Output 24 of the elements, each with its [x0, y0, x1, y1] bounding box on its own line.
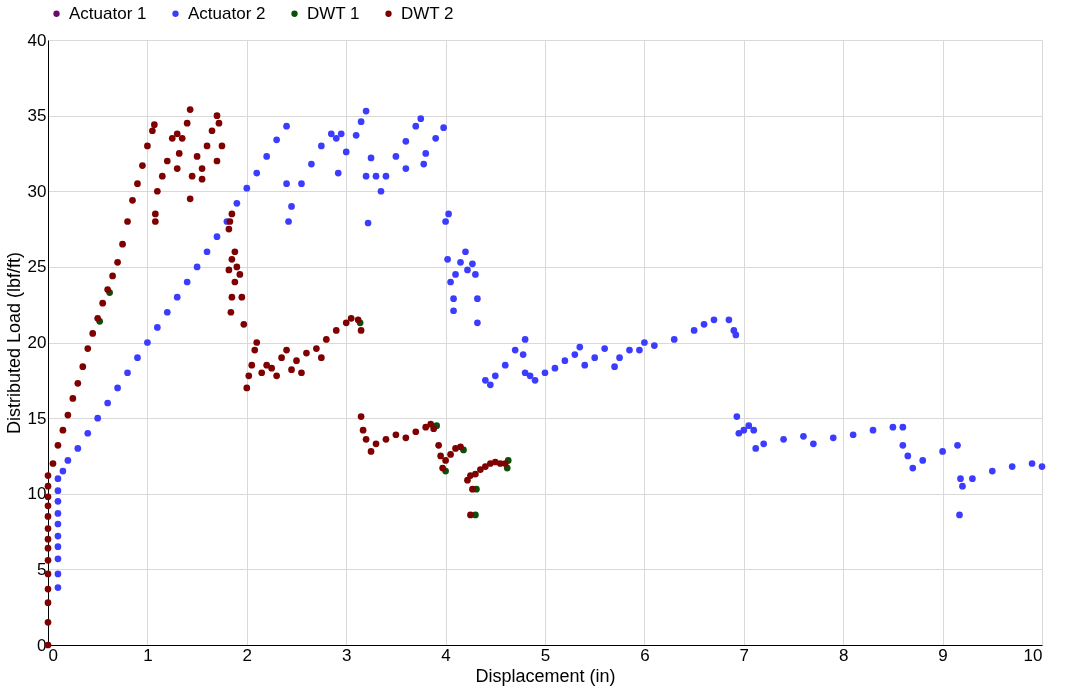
legend-label: DWT 1: [307, 3, 360, 23]
legend-label: Actuator 1: [69, 3, 147, 23]
x-tick-label: 5: [540, 645, 551, 665]
legend-label: Actuator 2: [188, 3, 266, 23]
x-tick-label: 10: [1023, 645, 1043, 665]
y-tick-label: 40: [27, 30, 47, 50]
x-tick-label: 6: [640, 645, 650, 665]
y-tick-label: 20: [27, 333, 47, 352]
y-tick-label: 25: [27, 257, 47, 277]
y-tick-label: 35: [27, 106, 47, 126]
y-tick-label: 30: [27, 181, 47, 201]
x-tick-label: 2: [242, 645, 253, 665]
legend-label: DWT 2: [401, 3, 454, 23]
y-tick-label: 15: [27, 408, 47, 428]
y-tick-label: 5: [37, 559, 47, 579]
x-tick-label: 1: [143, 645, 153, 665]
x-tick-label: 4: [441, 645, 451, 665]
x-tick-label: 7: [739, 645, 750, 665]
x-tick-label: 8: [838, 645, 849, 665]
x-tick-label: 9: [938, 645, 948, 665]
x-axis-title: Displacement (in): [475, 665, 616, 686]
y-tick-label: 10: [27, 484, 47, 504]
y-axis-title: Distributed Load (lbf/ft): [3, 251, 24, 435]
x-tick-label: 3: [341, 645, 352, 665]
